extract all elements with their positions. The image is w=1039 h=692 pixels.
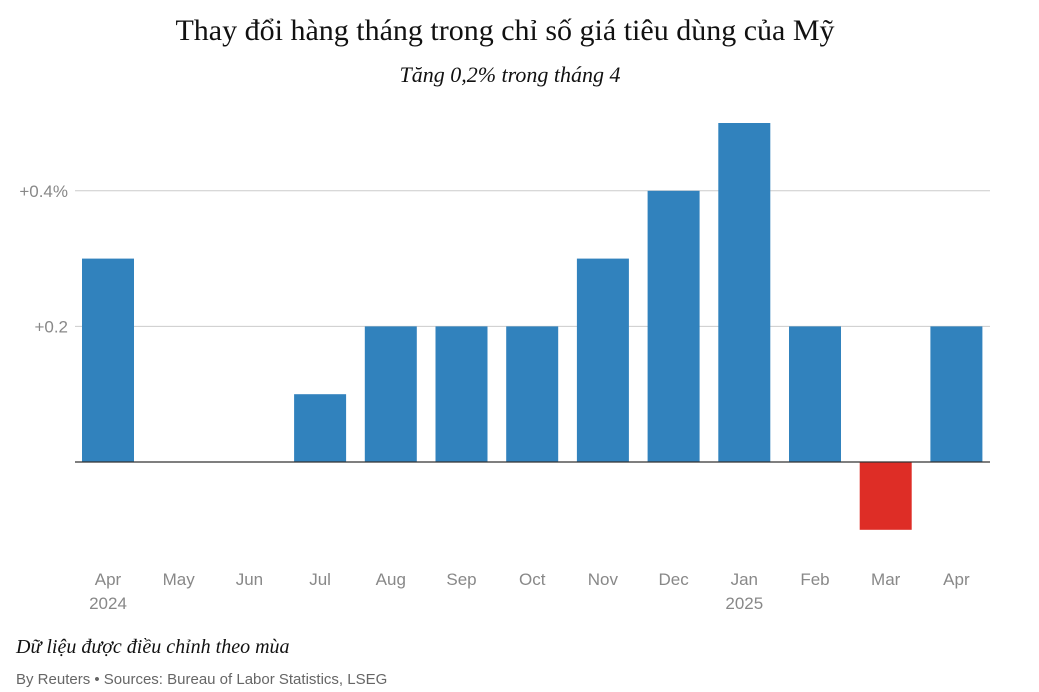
x-tick-label: Apr [95, 570, 122, 589]
bar [576, 258, 629, 462]
grid-layer [75, 190, 990, 327]
x-tick-label: Feb [800, 570, 829, 589]
seasonal-adjustment-note: Dữ liệu được điều chỉnh theo mùa [16, 636, 290, 658]
bar [789, 326, 841, 462]
bar [506, 326, 559, 462]
x-tick-label: Jul [309, 570, 331, 589]
bar [82, 258, 134, 462]
bar [859, 462, 912, 530]
x-tick-label: Oct [519, 570, 546, 589]
label-layer: +0.2 +0.4% Apr 2024 May Jun Jul Aug Sep Oct Nov Dec… [19, 182, 970, 613]
x-tick-label: Sep [446, 570, 476, 589]
x-tick-label: Aug [376, 570, 406, 589]
x-tick-label: Jan [731, 570, 758, 589]
chart-subtitle: Tăng 0,2% trong tháng 4 [399, 62, 621, 87]
source-credit: By Reuters • Sources: Bureau of Labor St… [16, 671, 388, 688]
bar [718, 123, 771, 462]
chart-title: Thay đổi hàng tháng trong chỉ số giá tiê… [175, 14, 835, 47]
x-tick-label: Mar [871, 570, 901, 589]
x-tick-label: Nov [588, 570, 619, 589]
bar [294, 394, 347, 462]
bar [647, 190, 700, 463]
x-year-label: 2024 [89, 594, 127, 613]
bar [435, 326, 488, 462]
bar [364, 326, 417, 462]
x-year-label: 2025 [725, 594, 763, 613]
bar-layer [82, 123, 983, 530]
y-tick-label: +0.2 [34, 317, 68, 336]
x-tick-label: May [163, 570, 196, 589]
y-tick-label: +0.4% [19, 182, 68, 201]
bar [930, 326, 983, 462]
x-tick-label: Jun [236, 570, 263, 589]
x-tick-label: Dec [658, 570, 689, 589]
x-tick-label: Apr [943, 570, 970, 589]
